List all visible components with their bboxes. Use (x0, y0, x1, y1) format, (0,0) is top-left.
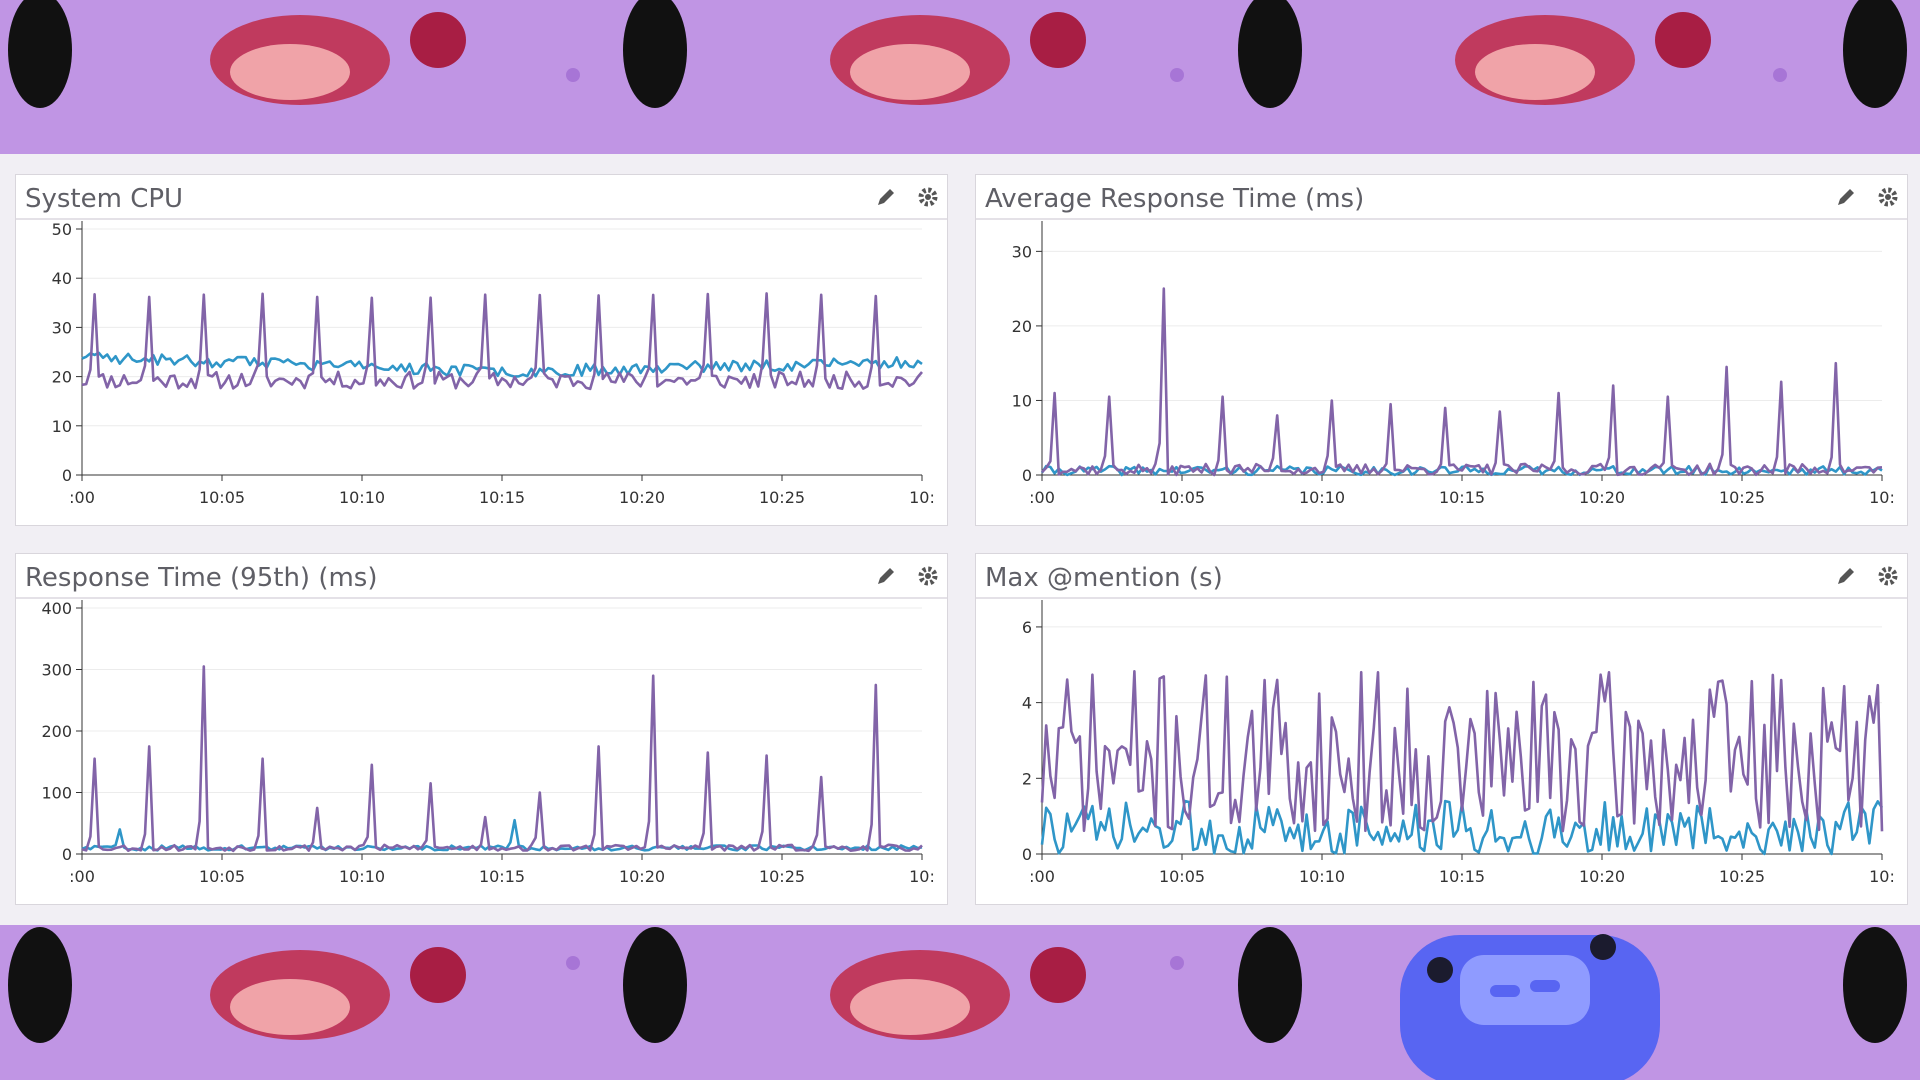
x-tick-label: 10:25 (759, 488, 805, 507)
y-tick-label: 50 (52, 220, 72, 239)
y-tick-label: 4 (1022, 694, 1032, 713)
panel-title: Response Time (95th) (ms) (25, 563, 378, 593)
y-tick-label: 10 (1012, 391, 1032, 410)
x-tick-label: 10:25 (759, 867, 805, 886)
top-banner (0, 0, 1920, 154)
x-tick-label: 10: (1869, 867, 1895, 886)
y-tick-label: 40 (52, 269, 72, 288)
y-tick-label: 0 (1022, 845, 1032, 864)
line-chart: 0 2 4 6 :00 10:05 10:10 10:15 10:20 10:25 10: (1022, 600, 1895, 886)
gear-icon[interactable] (917, 186, 939, 208)
x-tick-label: 10: (1869, 488, 1895, 507)
panel-average-response-time: Average Response Time (ms) 0 10 20 30 :00 10:… (975, 174, 1908, 526)
y-tick-label: 400 (41, 599, 72, 618)
line-chart: 0 100 200 300 400 :00 10:05 10:10 10:15 10:20 10:2… (41, 599, 935, 886)
panel-header: Average Response Time (ms) (976, 175, 1907, 220)
x-tick-label: 10: (909, 867, 935, 886)
panel-title: System CPU (25, 184, 184, 214)
crab-illustration (1455, 12, 1711, 105)
panel-title: Max @mention (s) (985, 563, 1223, 593)
dot-decoration (566, 956, 1184, 970)
pencil-icon[interactable] (1835, 565, 1857, 587)
panel-header: System CPU (16, 175, 947, 220)
x-tick-label: 10:05 (1159, 867, 1205, 886)
panel-header: Max @mention (s) (976, 554, 1907, 599)
y-tick-label: 300 (41, 661, 72, 680)
series-line-series-1 (1041, 287, 1883, 477)
y-tick-label: 30 (52, 318, 72, 337)
x-tick-label: 10:15 (1439, 488, 1485, 507)
y-tick-label: 200 (41, 722, 72, 741)
gear-icon[interactable] (1877, 565, 1899, 587)
series-line-series-1 (1040, 670, 1884, 833)
x-tick-label: 10:10 (1299, 867, 1345, 886)
series-line-series-1 (81, 665, 923, 853)
x-tick-label: :00 (69, 488, 95, 507)
panel-response-time-95th: Response Time (95th) (ms) 0 100 200 300 400:… (15, 553, 948, 905)
x-tick-label: :00 (1029, 867, 1055, 886)
crab-illustration (830, 947, 1086, 1040)
crab-illustration (210, 12, 466, 105)
line-chart: 0 10 20 30 :00 10:05 10:10 10:15 10:20 10:25 10: (1012, 221, 1895, 507)
panel-max-mention: Max @mention (s) 0 2 4 6 :00 10:05 10:10 10:15 1… (975, 553, 1908, 905)
dot-decoration (566, 68, 1787, 82)
y-tick-label: 20 (52, 368, 72, 387)
x-tick-label: 10:25 (1719, 867, 1765, 886)
y-tick-label: 10 (52, 417, 72, 436)
crab-illustration (830, 12, 1086, 105)
x-tick-label: 10:05 (1159, 488, 1205, 507)
y-tick-label: 0 (1022, 466, 1032, 485)
x-tick-label: 10:05 (199, 867, 245, 886)
y-tick-label: 6 (1022, 618, 1032, 637)
x-tick-label: 10:10 (339, 488, 385, 507)
y-tick-label: 30 (1012, 242, 1032, 261)
panel-header: Response Time (95th) (ms) (16, 554, 947, 599)
x-tick-label: 10:10 (339, 867, 385, 886)
crab-illustration (210, 947, 466, 1040)
x-tick-label: :00 (1029, 488, 1055, 507)
pencil-icon[interactable] (1835, 186, 1857, 208)
x-tick-label: 10:15 (1439, 867, 1485, 886)
panel-system-cpu: System CPU 0 10 20 30 40 50 :00 10:05 10:10 10:15… (15, 174, 948, 526)
y-tick-label: 0 (62, 466, 72, 485)
panel-title: Average Response Time (ms) (985, 184, 1365, 214)
banner-pattern (8, 0, 1907, 108)
x-tick-label: 10:05 (199, 488, 245, 507)
line-chart: 0 10 20 30 40 50 :00 10:05 10:10 10:15 10:20 10:25 1… (52, 220, 935, 507)
y-tick-label: 0 (62, 845, 72, 864)
pencil-icon[interactable] (875, 186, 897, 208)
banner-pattern (8, 927, 1907, 1080)
gear-icon[interactable] (917, 565, 939, 587)
x-tick-label: 10:20 (1579, 867, 1625, 886)
y-tick-label: 100 (41, 784, 72, 803)
x-tick-label: 10:15 (479, 488, 525, 507)
robot-mascot-icon (1400, 934, 1660, 1080)
x-tick-label: 10:20 (1579, 488, 1625, 507)
y-tick-label: 20 (1012, 317, 1032, 336)
gear-icon[interactable] (1877, 186, 1899, 208)
x-tick-label: :00 (69, 867, 95, 886)
x-tick-label: 10:15 (479, 867, 525, 886)
silhouette-illustration (8, 0, 1907, 108)
x-tick-label: 10:20 (619, 488, 665, 507)
series-line-series-2 (81, 351, 923, 378)
x-tick-label: 10:10 (1299, 488, 1345, 507)
series-line-series-1 (81, 292, 923, 391)
y-tick-label: 2 (1022, 769, 1032, 788)
x-tick-label: 10:25 (1719, 488, 1765, 507)
x-tick-label: 10:20 (619, 867, 665, 886)
x-tick-label: 10: (909, 488, 935, 507)
silhouette-illustration (8, 927, 1907, 1043)
bottom-banner (0, 925, 1920, 1080)
pencil-icon[interactable] (875, 565, 897, 587)
